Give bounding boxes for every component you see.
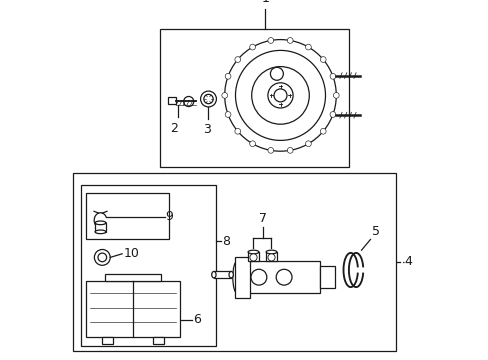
Circle shape — [222, 93, 227, 98]
Circle shape — [249, 254, 257, 261]
Circle shape — [183, 96, 193, 107]
Circle shape — [287, 37, 292, 43]
Circle shape — [251, 67, 309, 124]
Text: 3: 3 — [203, 123, 210, 136]
Circle shape — [234, 57, 240, 62]
Circle shape — [305, 141, 311, 147]
Bar — [237, 261, 320, 293]
Circle shape — [320, 57, 325, 62]
Text: 7: 7 — [258, 212, 266, 225]
Ellipse shape — [95, 230, 106, 234]
Ellipse shape — [232, 261, 241, 293]
Text: 2: 2 — [170, 122, 178, 135]
Circle shape — [329, 112, 335, 117]
Circle shape — [225, 73, 230, 79]
Bar — [95, 223, 106, 232]
Circle shape — [287, 148, 292, 153]
Bar — [104, 274, 161, 281]
Bar — [73, 173, 395, 351]
Circle shape — [267, 148, 273, 153]
Circle shape — [267, 254, 275, 261]
Bar — [152, 337, 163, 344]
Ellipse shape — [228, 271, 233, 278]
Bar — [86, 193, 168, 239]
Circle shape — [250, 269, 266, 285]
Circle shape — [225, 112, 230, 117]
Text: 1: 1 — [261, 0, 268, 5]
Bar — [320, 266, 334, 288]
Circle shape — [249, 141, 255, 147]
Text: 9: 9 — [165, 210, 173, 223]
Text: 10: 10 — [123, 247, 139, 260]
Ellipse shape — [211, 271, 216, 278]
Circle shape — [200, 91, 216, 107]
Text: 8: 8 — [222, 235, 229, 248]
Circle shape — [94, 249, 110, 265]
Bar — [102, 337, 113, 344]
Bar — [235, 257, 249, 298]
Circle shape — [270, 67, 283, 80]
Ellipse shape — [265, 250, 276, 254]
Text: 4: 4 — [404, 255, 412, 269]
Circle shape — [234, 129, 240, 134]
Circle shape — [329, 73, 335, 79]
Circle shape — [235, 50, 325, 140]
Bar — [247, 252, 258, 261]
FancyBboxPatch shape — [86, 281, 179, 337]
Text: 5: 5 — [371, 225, 379, 238]
Circle shape — [249, 44, 255, 50]
Ellipse shape — [247, 250, 258, 254]
Circle shape — [224, 40, 336, 151]
Bar — [81, 185, 215, 346]
Circle shape — [273, 89, 286, 102]
Circle shape — [320, 129, 325, 134]
Circle shape — [203, 94, 213, 104]
Circle shape — [267, 37, 273, 43]
Ellipse shape — [95, 221, 106, 225]
Circle shape — [98, 253, 106, 262]
Circle shape — [305, 44, 311, 50]
Circle shape — [267, 83, 292, 108]
Bar — [160, 29, 348, 167]
Bar — [213, 271, 231, 278]
Bar — [265, 252, 276, 261]
Circle shape — [333, 93, 339, 98]
Bar — [168, 97, 176, 104]
Circle shape — [276, 269, 291, 285]
Text: 6: 6 — [193, 313, 201, 327]
